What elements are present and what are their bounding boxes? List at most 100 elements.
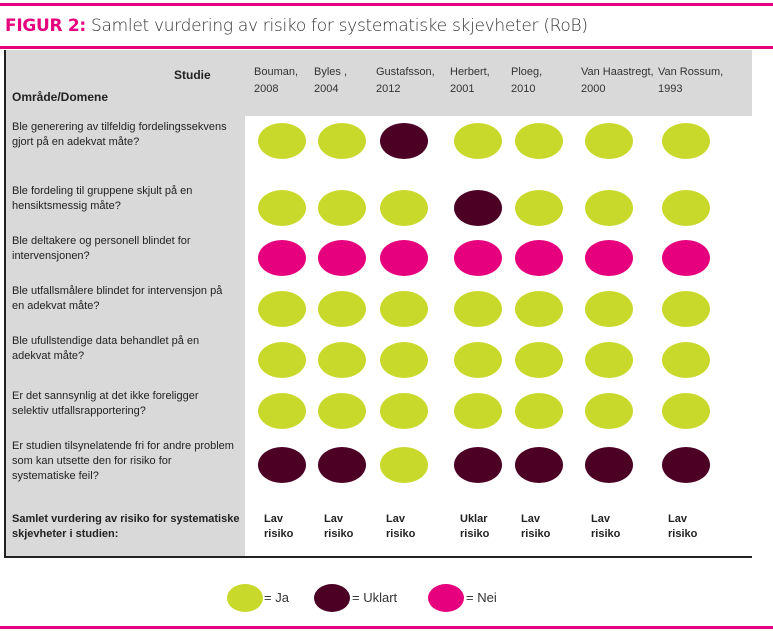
legend-nei-label: = Nei [466,590,497,605]
study-header: Gustafsson, 2012 [376,64,435,98]
summary-label: Samlet vurdering av risiko for systemati… [12,513,240,540]
summary-rating: Lav [668,513,687,525]
domain-question: Er studien tilsynelatende fri for andre … [12,440,234,482]
rating-uklart-dot [258,447,306,483]
rating-uklart-dot [515,447,563,483]
summary-value: Uklar risiko [460,512,489,542]
study-name: Byles , [314,66,348,78]
domain-question: Ble ufullstendige data behandlet på en a… [12,335,200,362]
rating-ja-dot [380,393,428,429]
domain-column [6,116,245,556]
rating-ja-dot [318,190,366,226]
rating-ja-dot [662,291,710,327]
legend-uklart-label: = Uklart [352,590,398,605]
rating-uklart-dot [662,447,710,483]
domain-question: Ble utfallsmålere blindet for intervensj… [12,285,223,312]
summary-rating: Lav [264,513,283,525]
rating-ja-dot [454,291,502,327]
study-year: 2010 [511,83,536,95]
summary-rating: Lav [591,513,610,525]
legend-nei-dot [428,584,464,612]
study-name: Herbert, [450,66,490,78]
rating-ja-dot [662,123,710,159]
rating-ja-dot [585,190,633,226]
rating-ja-dot [585,291,633,327]
rating-uklart-dot [454,190,502,226]
study-header: Herbert, 2001 [450,64,490,98]
rating-ja-dot [258,123,306,159]
rating-ja-dot [585,342,633,378]
rating-ja-dot [662,393,710,429]
rating-ja-dot [454,342,502,378]
study-header: Ploeg, 2010 [511,64,542,98]
study-year: 2004 [314,83,339,95]
summary-risk: risiko [324,528,354,540]
summary-rating: Lav [521,513,540,525]
study-year: 2001 [450,83,475,95]
study-year: 2012 [376,83,401,95]
rating-uklart-dot [380,123,428,159]
domain-question: Ble fordeling til gruppene skjult på en … [12,185,193,212]
study-name: Ploeg, [511,66,543,78]
rating-ja-dot [258,393,306,429]
rating-nei-dot [515,240,563,276]
study-year: 2008 [254,83,279,95]
summary-value: Lav risiko [264,512,293,542]
study-name: Gustafsson, [376,66,435,78]
rating-ja-dot [515,190,563,226]
rating-ja-dot [380,291,428,327]
rating-ja-dot [380,190,428,226]
summary-rating: Lav [386,513,405,525]
figure-number: FIGUR 2: [5,16,86,36]
summary-rating: Lav [324,513,343,525]
rating-ja-dot [454,123,502,159]
rating-nei-dot [318,240,366,276]
rating-uklart-dot [318,447,366,483]
rating-ja-dot [515,342,563,378]
rating-nei-dot [454,240,502,276]
study-name: Van Rossum, [658,66,724,78]
rating-ja-dot [515,123,563,159]
summary-value: Lav risiko [386,512,415,542]
legend-ja-dot [227,584,263,612]
summary-risk: risiko [386,528,416,540]
rating-ja-dot [515,291,563,327]
rating-ja-dot [318,291,366,327]
rating-uklart-dot [454,447,502,483]
figure-title: FIGUR 2: Samlet vurdering av risiko for … [5,16,588,36]
summary-value: Lav risiko [324,512,353,542]
rating-ja-dot [662,342,710,378]
rating-uklart-dot [585,447,633,483]
rating-nei-dot [585,240,633,276]
study-name: Bouman, [254,66,299,78]
rating-ja-dot [662,190,710,226]
summary-value: Lav risiko [521,512,550,542]
rating-ja-dot [585,123,633,159]
domain-question: Er det sannsynlig at det ikke foreligger… [12,390,199,417]
summary-value: Lav risiko [591,512,620,542]
legend-ja-label: = Ja [264,590,289,605]
rating-ja-dot [380,342,428,378]
summary-value: Lav risiko [668,512,697,542]
header-row [6,50,752,116]
rating-ja-dot [258,190,306,226]
rating-ja-dot [515,393,563,429]
summary-risk: risiko [591,528,621,540]
rating-ja-dot [318,342,366,378]
summary-rating: Uklar [460,513,488,525]
studie-header: Studie [174,68,211,82]
summary-risk: risiko [460,528,490,540]
rob-table: Studie Område/Domene Bouman, 2008 Byles , 2… [4,50,752,558]
rating-ja-dot [318,123,366,159]
top-rule [0,3,773,6]
study-header: Byles , 2004 [314,64,347,98]
domain-question: Ble deltakere og personell blindet for i… [12,235,191,262]
rating-nei-dot [662,240,710,276]
rating-ja-dot [585,393,633,429]
study-header: Bouman, 2008 [254,64,298,98]
rating-ja-dot [380,447,428,483]
study-header: Van Rossum, 1993 [658,64,723,98]
figure-caption: Samlet vurdering av risiko for systemati… [85,16,588,36]
study-header: Van Haastregt, 2000 [581,64,654,98]
rating-nei-dot [380,240,428,276]
